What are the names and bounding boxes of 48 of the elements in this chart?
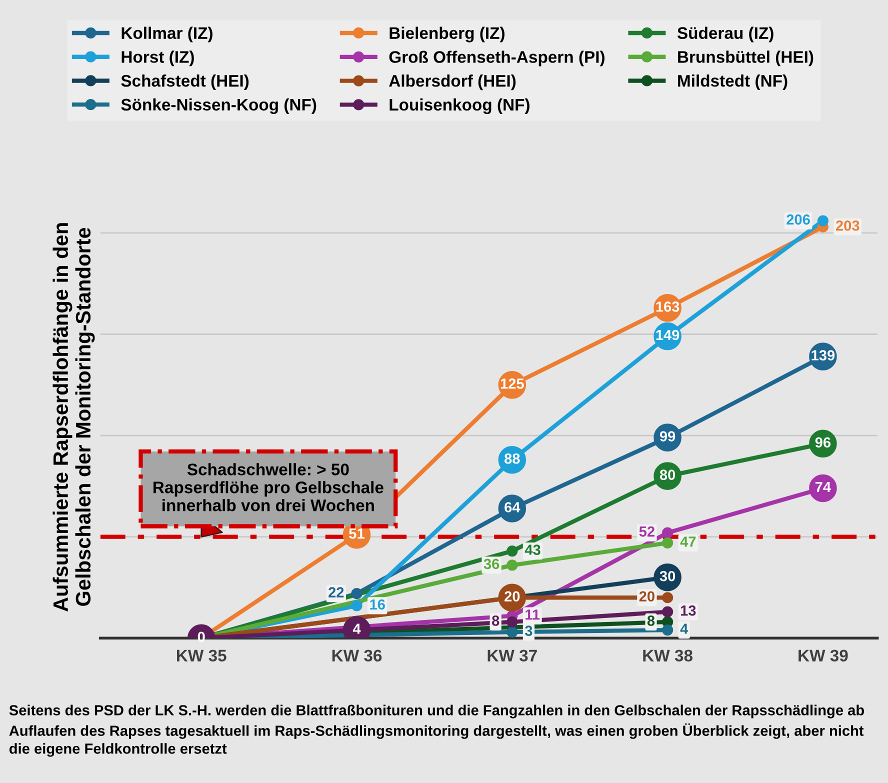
data-label: 36 xyxy=(484,558,500,570)
x-tick-label: KW 38 xyxy=(643,650,693,662)
data-label: 203 xyxy=(836,220,860,231)
data-label: 206 xyxy=(786,214,810,225)
legend-label: Sönke-Nissen-Koog (NF) xyxy=(121,98,316,114)
data-label: 139 xyxy=(812,350,835,360)
text: Seitens des PSD der LK S.-H. werden die Blattfraßbonituren und die Fangzahlen in den Gelbschalen der Rapsschädlinge ab Auflaufen des Rapses tagesaktuell im Raps-Schädlingsmonitoring dargestellt, was einen groben Überblick zeigt, aber nicht die eigene Feldkontrolle ersetzt xyxy=(9,704,864,757)
legend-label: Groß Offenseth-Aspern (PI) xyxy=(389,50,604,66)
data-label: 8 xyxy=(647,616,655,626)
x-tick-label: KW 35 xyxy=(177,650,226,662)
data-label: 80 xyxy=(660,470,676,480)
x-tick-label: KW 36 xyxy=(332,650,382,662)
x-tick-label: KW 39 xyxy=(798,650,848,662)
legend-label: Schafstedt (HEI) xyxy=(121,74,249,90)
data-label: 47 xyxy=(680,536,696,547)
data-label: 96 xyxy=(815,437,831,448)
data-label: 163 xyxy=(656,301,680,312)
data-label: 20 xyxy=(504,591,520,602)
data-label: 4 xyxy=(352,624,361,634)
data-label: 8 xyxy=(492,616,500,626)
data-label: 16 xyxy=(370,599,385,610)
data-label: 20 xyxy=(639,591,654,602)
data-label: 13 xyxy=(680,605,696,616)
legend-label: Albersdorf (HEI) xyxy=(389,74,516,90)
ref-line-label: Schadschwelle: > 50 Rapserdflöhe pro Gelbschale innerhalb von drei Wochen xyxy=(154,463,384,512)
legend-label: Mildstedt (NF) xyxy=(678,74,788,90)
data-label: 125 xyxy=(500,378,524,389)
data-label: 22 xyxy=(328,587,344,598)
x-tick-label: KW 37 xyxy=(488,650,537,662)
legend-label: Louisenkoog (NF) xyxy=(390,98,530,114)
legend-label: Kollmar (IZ) xyxy=(122,26,212,42)
legend-label: Horst (IZ) xyxy=(122,50,194,66)
y-axis-title: Aufsummierte Rapserdflohfänge in den Gelbschalen der Monitoring-Standorte xyxy=(52,223,95,612)
data-label: 30 xyxy=(660,570,676,582)
data-label: 88 xyxy=(504,453,520,464)
data-label: 74 xyxy=(815,482,831,492)
legend-label: Brunsbüttel (HEI) xyxy=(678,50,814,66)
data-label: 51 xyxy=(349,528,364,539)
data-label: 149 xyxy=(656,330,680,340)
data-label: 4 xyxy=(680,624,688,634)
data-label: 99 xyxy=(660,431,676,442)
data-label: 43 xyxy=(524,544,540,555)
data-label: 64 xyxy=(504,502,520,512)
data-label: 52 xyxy=(639,526,654,537)
data-label: 3 xyxy=(524,626,532,636)
legend-label: Bielenberg (IZ) xyxy=(390,26,504,42)
data-label: 11 xyxy=(526,610,540,620)
legend-label: Süderau (IZ) xyxy=(677,26,774,42)
